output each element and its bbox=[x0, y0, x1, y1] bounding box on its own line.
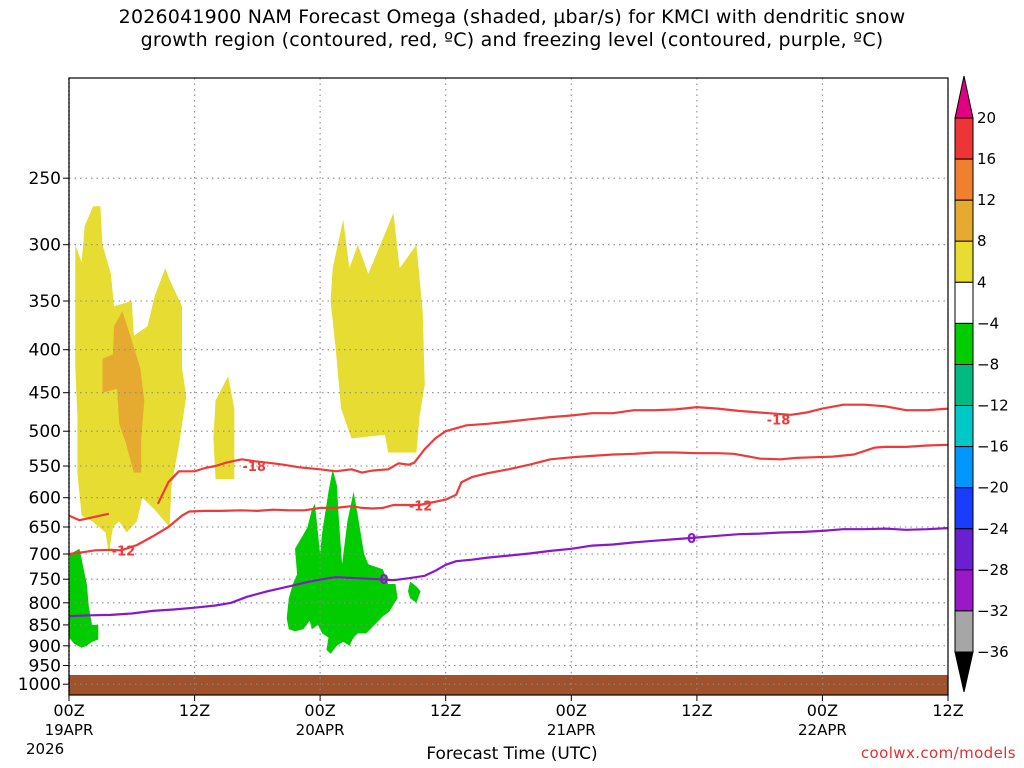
colorbar: 20 16 12 8 4 −4 −8 −12 −16 −20 −24 −28 −32 −36 bbox=[954, 75, 1009, 693]
x-tick-label: 12Z bbox=[179, 701, 210, 720]
colorbar-label: −8 bbox=[977, 356, 999, 374]
site-credit: coolwx.com/models bbox=[860, 744, 1016, 762]
x-axis-year: 2026 bbox=[26, 740, 65, 758]
y-tick-label: 450 bbox=[29, 384, 61, 404]
y-tick-label: 400 bbox=[29, 341, 61, 361]
x-tick-label: 00Z bbox=[556, 701, 587, 720]
contour-label-dgz-upper: -18 bbox=[242, 460, 266, 475]
colorbar-swatch bbox=[954, 528, 974, 571]
colorbar-swatch bbox=[954, 199, 974, 242]
colorbar-label: −12 bbox=[977, 397, 1009, 415]
y-tick-label: 900 bbox=[29, 637, 61, 657]
colorbar-label: 20 bbox=[977, 109, 996, 127]
contour-line-dgz-lower-a bbox=[68, 443, 949, 556]
x-tick-date-label: 20APR bbox=[296, 721, 345, 739]
x-axis-title: Forecast Time (UTC) bbox=[426, 744, 598, 764]
colorbar-label: −32 bbox=[977, 602, 1009, 620]
colorbar-swatch bbox=[954, 364, 974, 407]
omega-region-strong-ascent-b bbox=[102, 311, 145, 473]
omega-region-strong-ascent-c bbox=[213, 376, 235, 479]
axes-layer: 2503003504004505005506006507007508008509… bbox=[18, 77, 964, 739]
x-tick-label: 12Z bbox=[430, 701, 461, 720]
y-tick-label: 500 bbox=[29, 422, 61, 442]
x-tick-date-label: 22APR bbox=[798, 721, 847, 739]
terrain-band bbox=[69, 675, 948, 695]
contour-label-freezing-level: 0 bbox=[379, 573, 388, 588]
omega-region-descent-c bbox=[408, 581, 421, 603]
colorbar-swatch bbox=[954, 610, 974, 653]
colorbar-swatch bbox=[954, 158, 974, 201]
colorbar-label: −24 bbox=[977, 520, 1009, 538]
colorbar-swatch bbox=[954, 569, 974, 612]
colorbar-label: −20 bbox=[977, 479, 1009, 497]
x-tick-label: 12Z bbox=[681, 701, 712, 720]
colorbar-bottom-triangle bbox=[954, 651, 974, 693]
y-tick-label: 550 bbox=[29, 457, 61, 477]
contour-line-dgz-lower-b bbox=[68, 512, 110, 522]
y-tick-label: 600 bbox=[29, 489, 61, 509]
colorbar-swatch bbox=[954, 117, 974, 160]
y-tick-label: 350 bbox=[29, 292, 61, 312]
y-tick-label: 300 bbox=[29, 236, 61, 256]
y-tick-label: 750 bbox=[29, 570, 61, 590]
colorbar-swatch bbox=[954, 405, 974, 448]
x-tick-label: 00Z bbox=[807, 701, 838, 720]
x-tick-label: 12Z bbox=[932, 701, 963, 720]
colorbar-label: −16 bbox=[977, 438, 1009, 456]
chart-title: 2026041900 NAM Forecast Omega (shaded, µ… bbox=[0, 6, 1024, 52]
contour-label-dgz-lower-a: -12 bbox=[112, 544, 136, 559]
colorbar-swatch bbox=[954, 322, 974, 365]
colorbar-label: −36 bbox=[977, 643, 1009, 661]
colorbar-swatch bbox=[954, 281, 974, 324]
omega-region-strong-ascent-d bbox=[330, 213, 425, 453]
colorbar-swatch bbox=[954, 240, 974, 283]
contour-label-dgz-lower-b: -12 bbox=[409, 500, 433, 515]
x-tick-date-label: 21APR bbox=[547, 721, 596, 739]
y-tick-label: 250 bbox=[29, 169, 61, 189]
chart-title-line-1: 2026041900 NAM Forecast Omega (shaded, µ… bbox=[118, 6, 906, 28]
contour-line-dgz-upper bbox=[156, 403, 949, 505]
colorbar-top-triangle bbox=[954, 75, 974, 119]
terrain-layer bbox=[69, 675, 948, 695]
colorbar-label: 8 bbox=[977, 232, 987, 250]
y-tick-label: 700 bbox=[29, 545, 61, 565]
contour-label-layer: -18 -18 -12 -12 0 0 bbox=[112, 413, 791, 588]
colorbar-swatch bbox=[954, 487, 974, 530]
contour-label-freezing-level: 0 bbox=[687, 532, 696, 547]
colorbar-label: −28 bbox=[977, 561, 1009, 579]
omega-region-descent-a bbox=[69, 548, 99, 648]
y-tick-label: 800 bbox=[29, 594, 61, 614]
y-tick-label: 650 bbox=[29, 518, 61, 538]
x-tick-label: 00Z bbox=[304, 701, 335, 720]
contour-layer bbox=[68, 403, 949, 618]
colorbar-label: 12 bbox=[977, 191, 996, 209]
contour-line-freezing-level bbox=[68, 527, 949, 618]
plot-frame bbox=[68, 77, 949, 696]
omega-region-descent-b bbox=[286, 469, 398, 654]
grid-layer bbox=[68, 78, 949, 695]
colorbar-swatch bbox=[954, 446, 974, 489]
colorbar-label: 4 bbox=[977, 273, 987, 291]
colorbar-label: 16 bbox=[977, 150, 996, 168]
contour-label-dgz-upper: -18 bbox=[767, 413, 791, 428]
chart-title-line-2: growth region (contoured, red, ºC) and f… bbox=[140, 29, 884, 51]
colorbar-label: −4 bbox=[977, 314, 999, 332]
omega-shading-layer bbox=[69, 206, 425, 654]
y-tick-label: 950 bbox=[29, 657, 61, 677]
x-tick-date-label: 19APR bbox=[45, 721, 94, 739]
y-tick-label: 1000 bbox=[18, 675, 61, 695]
y-tick-label: 850 bbox=[29, 616, 61, 636]
x-tick-label: 00Z bbox=[53, 701, 84, 720]
